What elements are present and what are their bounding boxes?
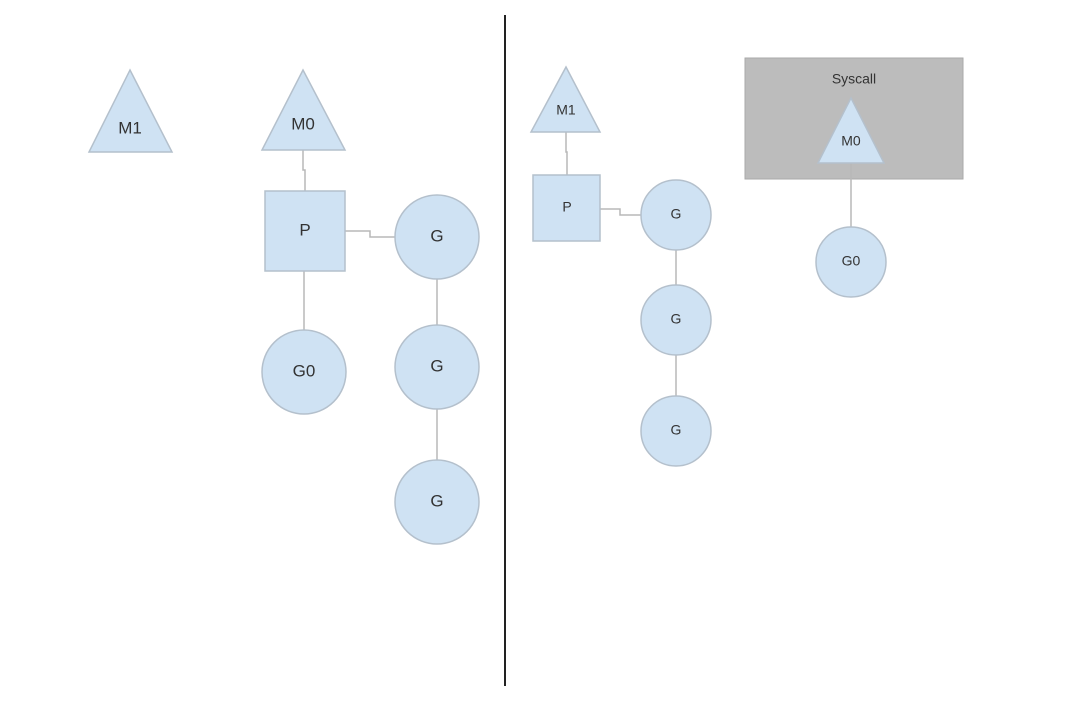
left-panel: M1 M0 P G0 G G G	[87, 68, 480, 545]
machine-m1-triangle	[529, 65, 602, 133]
machine-m0-triangle	[816, 96, 886, 164]
right-panel: Syscall M1 P G G G M0 G0	[529, 57, 964, 467]
goroutine-g0	[815, 226, 887, 298]
g-label: G	[430, 491, 443, 510]
g-label: G	[430, 356, 443, 375]
syscall-label: Syscall	[832, 71, 876, 87]
g-label: G	[671, 422, 682, 438]
processor-p	[264, 190, 346, 272]
m1-label: M1	[556, 102, 576, 118]
goroutine-g	[394, 324, 480, 410]
connector-p-g	[600, 208, 641, 216]
connector-m0-p	[302, 150, 306, 191]
g0-label: G0	[842, 253, 861, 269]
g0-label: G0	[293, 361, 316, 380]
connector-p-g	[345, 230, 395, 238]
machine-m0-triangle	[260, 68, 347, 151]
goroutine-g	[394, 459, 480, 545]
m1-label: M1	[118, 118, 142, 137]
g-label: G	[671, 206, 682, 222]
m0-label: M0	[291, 114, 315, 133]
goroutine-g0	[261, 329, 347, 415]
goroutine-g	[640, 284, 712, 356]
goroutine-g	[640, 395, 712, 467]
connector-m1-p	[565, 132, 568, 175]
m0-label: M0	[841, 133, 861, 149]
g-label: G	[671, 311, 682, 327]
goroutine-g	[640, 179, 712, 251]
p-label: P	[562, 199, 571, 215]
goroutine-g	[394, 194, 480, 280]
g-label: G	[430, 226, 443, 245]
processor-p	[532, 174, 601, 242]
p-label: P	[299, 220, 310, 239]
machine-m1-triangle	[87, 68, 174, 153]
